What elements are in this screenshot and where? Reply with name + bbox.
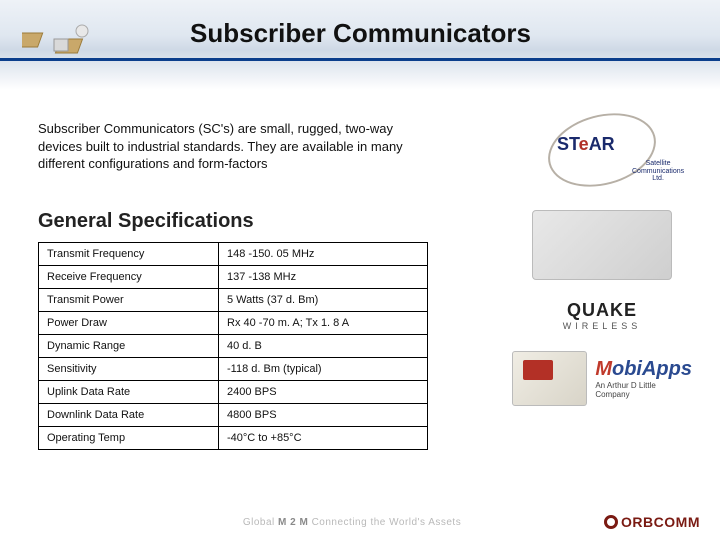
table-row: Sensitivity-118 d. Bm (typical) — [39, 358, 428, 381]
page-title: Subscriber Communicators — [190, 18, 531, 49]
quake-logo: QUAKE WIRELESS — [512, 300, 692, 331]
table-row: Dynamic Range40 d. B — [39, 335, 428, 358]
description-text: Subscriber Communicators (SC's) are smal… — [38, 120, 438, 173]
orbcomm-ring-icon — [604, 515, 618, 529]
right-logo-column: STeAR Satellite Communications Ltd. QUAK… — [502, 110, 702, 406]
star-logo: STeAR Satellite Communications Ltd. — [512, 110, 692, 190]
table-row: Uplink Data Rate2400 BPS — [39, 381, 428, 404]
orbcomm-logo: ORBCOMM — [604, 514, 700, 530]
footer-tagline: Global M 2 M Connecting the World's Asse… — [243, 517, 461, 528]
table-row: Downlink Data Rate4800 BPS — [39, 404, 428, 427]
table-row: Operating Temp-40°C to +85°C — [39, 427, 428, 450]
device-image-2: MobiApps An Arthur D Little Company — [512, 351, 692, 406]
table-row: Power DrawRx 40 -70 m. A; Tx 1. 8 A — [39, 312, 428, 335]
mobiapps-logo: MobiApps An Arthur D Little Company — [595, 358, 692, 399]
table-row: Transmit Power5 Watts (37 d. Bm) — [39, 289, 428, 312]
device-image-1 — [512, 210, 692, 280]
table-row: Transmit Frequency148 -150. 05 MHz — [39, 243, 428, 266]
star-logo-subtitle: Satellite Communications Ltd. — [632, 160, 684, 183]
satellite-icon — [12, 8, 112, 78]
section-heading: General Specifications — [38, 210, 254, 233]
footer: Global M 2 M Connecting the World's Asse… — [0, 514, 720, 530]
spec-table: Transmit Frequency148 -150. 05 MHz Recei… — [38, 242, 428, 450]
table-row: Receive Frequency137 -138 MHz — [39, 266, 428, 289]
